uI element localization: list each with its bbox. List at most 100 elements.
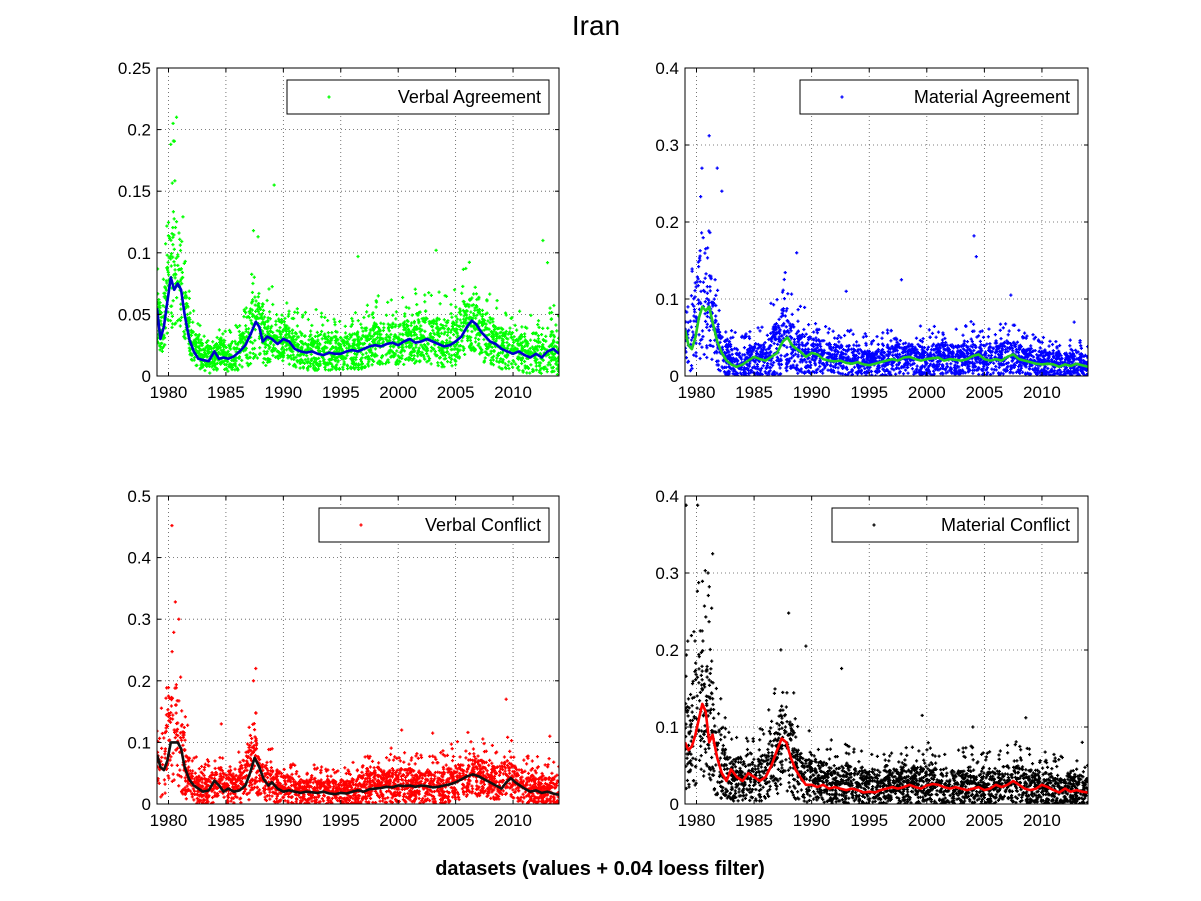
data-point xyxy=(235,325,239,330)
data-point xyxy=(1025,334,1029,338)
data-point xyxy=(196,334,200,338)
data-point xyxy=(842,333,847,338)
data-point xyxy=(1012,365,1016,370)
data-point xyxy=(852,349,857,353)
data-point xyxy=(371,315,375,320)
data-point xyxy=(287,332,291,336)
data-point xyxy=(764,366,768,371)
data-point xyxy=(176,253,180,257)
data-point xyxy=(526,366,530,370)
data-point xyxy=(221,342,225,346)
data-point xyxy=(692,304,696,308)
data-point xyxy=(450,353,454,358)
data-point xyxy=(778,372,782,376)
data-point xyxy=(504,366,508,371)
data-point xyxy=(999,336,1003,341)
data-point xyxy=(492,354,496,358)
data-point xyxy=(786,320,790,324)
data-point xyxy=(863,367,867,371)
data-point xyxy=(338,319,342,324)
data-point xyxy=(742,346,747,350)
x-tick-label: 1980 xyxy=(150,383,188,402)
data-point xyxy=(310,323,314,328)
data-point xyxy=(548,306,552,310)
data-point xyxy=(370,351,374,355)
data-point xyxy=(1068,338,1072,342)
data-point xyxy=(389,332,393,337)
data-point xyxy=(309,340,314,344)
data-point xyxy=(485,299,489,303)
data-point xyxy=(271,330,275,335)
data-point xyxy=(283,328,287,333)
data-point xyxy=(199,366,204,370)
data-point xyxy=(183,332,187,336)
data-point xyxy=(950,367,954,371)
data-point xyxy=(254,299,258,303)
data-point xyxy=(462,314,466,318)
data-point xyxy=(400,345,404,349)
data-point xyxy=(702,352,706,357)
data-point xyxy=(510,365,515,369)
data-point xyxy=(171,255,175,259)
data-point xyxy=(412,354,416,358)
data-point xyxy=(472,324,476,328)
data-point xyxy=(196,351,201,355)
data-point xyxy=(998,322,1003,326)
data-point xyxy=(889,329,893,333)
data-point xyxy=(162,335,167,340)
data-point xyxy=(758,350,763,354)
data-point xyxy=(980,349,984,353)
data-point xyxy=(1077,373,1082,376)
data-point xyxy=(540,347,544,352)
data-point xyxy=(748,330,752,334)
data-point xyxy=(315,330,319,334)
data-point xyxy=(440,365,444,369)
data-point xyxy=(746,371,750,376)
data-point xyxy=(437,345,441,349)
data-point xyxy=(545,370,549,374)
data-point xyxy=(971,371,975,375)
data-point xyxy=(357,345,361,350)
data-point xyxy=(745,362,749,367)
data-point xyxy=(163,343,167,347)
data-point xyxy=(330,330,334,335)
data-point xyxy=(453,344,457,349)
data-point xyxy=(472,313,476,318)
data-point xyxy=(1023,352,1027,356)
data-point xyxy=(314,362,319,366)
data-point xyxy=(285,324,289,328)
data-point xyxy=(463,352,467,357)
data-point xyxy=(431,347,436,351)
data-point xyxy=(210,365,214,369)
data-point xyxy=(179,315,184,320)
data-point xyxy=(485,352,489,356)
data-point xyxy=(912,361,916,366)
data-point xyxy=(438,327,442,331)
data-point xyxy=(345,340,349,345)
data-point xyxy=(723,352,728,356)
data-point xyxy=(771,371,775,375)
data-point xyxy=(439,349,443,353)
data-point xyxy=(309,352,313,356)
data-point xyxy=(1076,357,1081,361)
data-point xyxy=(880,348,885,352)
data-point xyxy=(290,328,295,332)
data-point xyxy=(222,360,226,364)
data-point xyxy=(487,342,491,346)
data-point xyxy=(970,339,974,344)
data-point xyxy=(334,329,338,334)
data-point xyxy=(994,341,999,345)
data-point xyxy=(969,337,973,341)
data-point xyxy=(157,267,160,271)
data-point xyxy=(926,352,930,356)
data-point xyxy=(943,336,947,341)
data-point xyxy=(873,369,877,374)
data-point xyxy=(263,333,267,338)
data-point xyxy=(976,334,981,338)
data-point xyxy=(171,235,175,239)
data-point xyxy=(841,347,846,352)
data-point xyxy=(829,364,833,368)
data-point xyxy=(1041,335,1046,340)
data-point xyxy=(826,355,831,359)
data-point xyxy=(534,364,538,368)
